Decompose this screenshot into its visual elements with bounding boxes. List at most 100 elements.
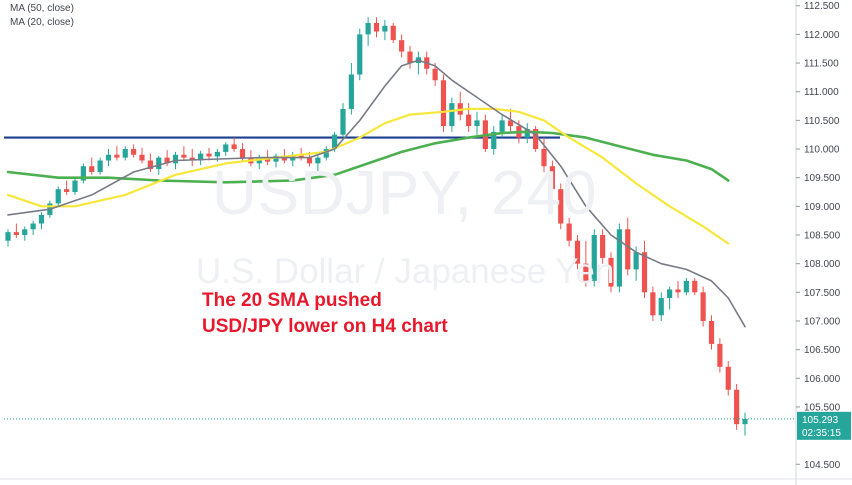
price-tick-label: 106.500	[804, 345, 841, 356]
candle-body	[700, 292, 706, 321]
candle-body	[549, 166, 555, 190]
watermark-symbol: USDJPY, 240	[212, 159, 598, 228]
candle-body	[566, 223, 572, 241]
candle-body	[625, 229, 631, 270]
price-tick-label: 110.000	[804, 145, 840, 156]
candle-body	[399, 40, 405, 52]
candle-body	[13, 232, 19, 235]
candle-body	[223, 144, 229, 152]
candle-body	[97, 160, 103, 172]
candle-body	[315, 157, 321, 164]
price-tick-label: 104.500	[804, 460, 841, 471]
candle-body	[365, 22, 371, 35]
candle-body	[382, 25, 388, 32]
candle-body	[742, 418, 748, 425]
candle-body	[172, 154, 179, 164]
candle-body	[616, 229, 622, 287]
price-tick-label: 111.500	[804, 59, 839, 70]
candle-body	[633, 252, 639, 270]
candle-body	[139, 154, 145, 161]
candle-body	[332, 134, 338, 150]
candle-body	[675, 289, 681, 293]
candle-body	[164, 157, 170, 164]
candle-body	[591, 235, 597, 281]
candle-body	[298, 154, 304, 158]
candle-body	[306, 157, 313, 164]
candle-body	[357, 34, 363, 75]
price-tick-label: 107.500	[804, 288, 841, 299]
candle-body	[466, 114, 472, 127]
candle-body	[499, 120, 505, 132]
candle-body	[198, 153, 204, 161]
candle-body	[122, 149, 128, 158]
candle-body	[114, 154, 120, 158]
candle-body	[692, 280, 698, 293]
candle-body	[583, 263, 589, 281]
last-price-tag	[797, 411, 851, 440]
candle-body	[600, 235, 606, 258]
candle-body	[390, 25, 396, 41]
candle-body	[541, 149, 547, 167]
candle-body	[725, 366, 731, 390]
candle-body	[55, 189, 61, 204]
candle-body	[105, 154, 112, 161]
price-tick-label: 108.500	[804, 231, 841, 242]
price-tick-label: 109.000	[804, 202, 841, 213]
candle-body	[717, 343, 723, 367]
candle-body	[231, 144, 237, 150]
candle-body	[734, 389, 740, 425]
candle-body	[474, 120, 480, 127]
ma20-line	[7, 59, 746, 328]
price-tick-label: 112.000	[804, 30, 840, 41]
candle-body	[658, 298, 664, 316]
candle-body	[524, 128, 530, 138]
candle-body	[156, 157, 162, 170]
candle-body	[507, 120, 514, 127]
legend-ma20[interactable]: MA (20, close)	[10, 17, 74, 28]
candle-body	[407, 51, 413, 64]
candle-body	[22, 229, 28, 235]
price-tick-label: 106.000	[804, 374, 841, 385]
candle-body	[683, 280, 689, 293]
candle-body	[432, 68, 438, 81]
candle-body	[72, 180, 78, 193]
candle-body	[323, 149, 329, 158]
legend-ma50[interactable]: MA (50, close)	[10, 3, 74, 14]
candle-body	[373, 22, 380, 32]
candle-body	[449, 103, 455, 127]
candle-body	[239, 149, 246, 158]
price-tick-label: 107.000	[804, 316, 841, 327]
candle-body	[147, 160, 153, 170]
chart-annotation: The 20 SMA pushed USD/JPY lower on H4 ch…	[202, 288, 448, 340]
candle-body	[340, 108, 346, 135]
candle-body	[131, 149, 137, 155]
price-tags: 105.293 02:35:15	[4, 411, 851, 440]
candle-body	[64, 189, 70, 193]
moving-averages	[6, 59, 746, 328]
price-tick-label: 110.500	[804, 116, 840, 127]
price-tick-label: 111.000	[804, 87, 839, 98]
candle-body	[30, 223, 36, 230]
candle-body	[708, 320, 715, 344]
candle-body	[89, 166, 95, 172]
bar-countdown: 02:35:15	[802, 428, 841, 439]
last-price-value: 105.293	[802, 415, 839, 426]
price-tick-label: 105.500	[804, 402, 841, 413]
candle-body	[38, 214, 45, 224]
candle-body	[181, 154, 187, 158]
candle-body	[533, 128, 539, 150]
candle-body	[189, 157, 195, 161]
price-tick-label: 112.500	[804, 1, 840, 12]
candle-body	[558, 189, 564, 224]
candle-body	[641, 252, 648, 293]
annotation-line-1: The 20 SMA pushed	[202, 290, 382, 311]
price-tick-label: 108.000	[804, 259, 841, 270]
candle-body	[608, 257, 614, 287]
candle-body	[5, 232, 11, 241]
candle-body	[650, 292, 656, 316]
candle-body	[348, 74, 354, 109]
watermark-name: U.S. Dollar / Japanese Yen	[196, 252, 615, 291]
candle-body	[214, 151, 220, 157]
